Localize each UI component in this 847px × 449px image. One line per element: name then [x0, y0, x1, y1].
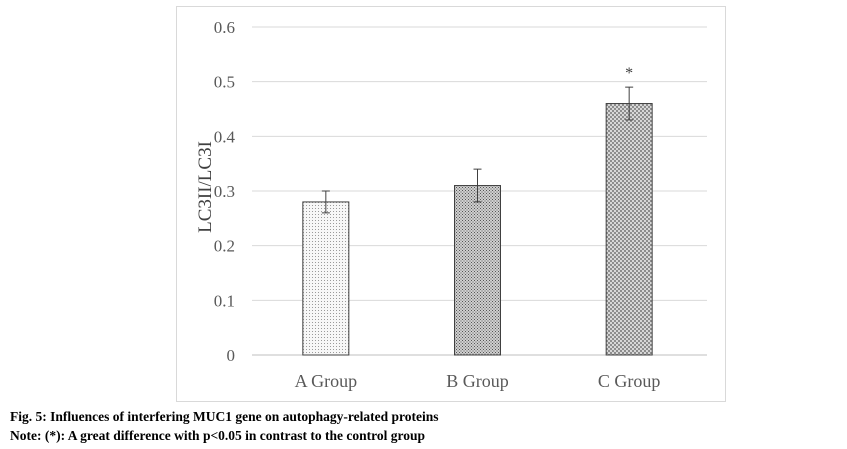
- significance-marker: *: [625, 65, 633, 82]
- x-tick-label: A Group: [295, 371, 358, 391]
- figure-caption: Fig. 5: Influences of interfering MUC1 g…: [10, 409, 439, 424]
- x-tick-label: B Group: [446, 371, 509, 391]
- y-tick-label: 0.1: [214, 291, 235, 310]
- bar-c-group: [605, 103, 653, 356]
- bar-b-group: [454, 185, 501, 356]
- y-tick-label: 0.5: [214, 73, 235, 92]
- bar-a-group: [302, 201, 350, 356]
- chart-frame: 0 0.1 0.2 0.3 0.4 0.5 0.6 * A Group B Group C Gr…: [176, 6, 726, 402]
- error-bars: *: [321, 65, 634, 214]
- y-tick-labels: 0 0.1 0.2 0.3 0.4 0.5 0.6: [214, 18, 236, 365]
- y-tick-label: 0.6: [214, 18, 235, 37]
- y-axis-title: LC3II/LC3I: [195, 141, 216, 233]
- bar-chart: 0 0.1 0.2 0.3 0.4 0.5 0.6 * A Group B Group C Gr…: [195, 18, 707, 391]
- y-tick-label: 0.3: [214, 182, 235, 201]
- x-tick-labels: A Group B Group C Group: [295, 371, 661, 391]
- figure-note: Note: (*): A great difference with p<0.0…: [10, 428, 426, 443]
- y-tick-label: 0: [227, 346, 236, 365]
- y-tick-label: 0.4: [214, 127, 236, 146]
- bars: [302, 103, 653, 356]
- x-tick-label: C Group: [598, 371, 661, 391]
- y-tick-label: 0.2: [214, 237, 235, 256]
